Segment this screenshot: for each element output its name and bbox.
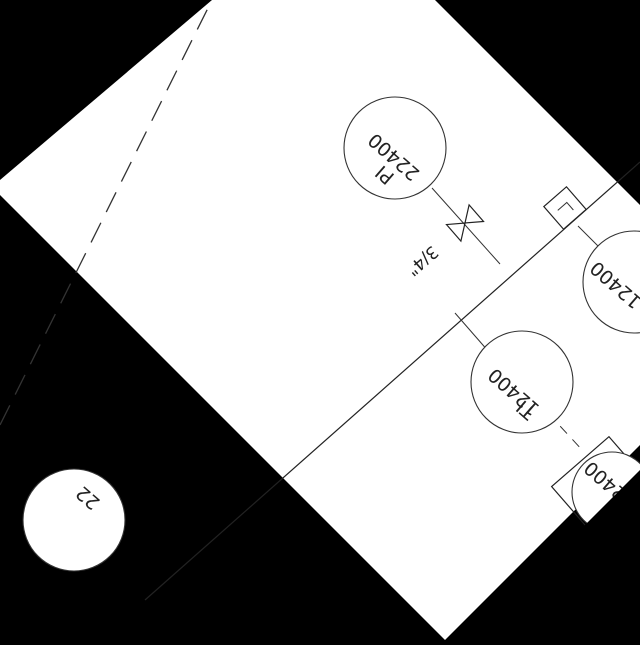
square-flange-box [542,185,588,231]
ti-bubble: 12400 TI [470,330,574,434]
ti-branch-line [454,312,490,353]
corner-mask-bottom-right [470,470,640,640]
dashed-signal-line [0,0,213,426]
left-bottom-bubble: 22 [22,468,126,572]
gate-valve-icon [445,203,485,243]
pi-branch-line [431,187,501,265]
right-upper-bubble: 12400 [582,230,640,334]
right-branch-line [577,225,599,247]
pi-bubble: 22400 PI [343,96,447,200]
corner-mask-top-left [0,0,212,180]
main-process-line [144,161,640,601]
